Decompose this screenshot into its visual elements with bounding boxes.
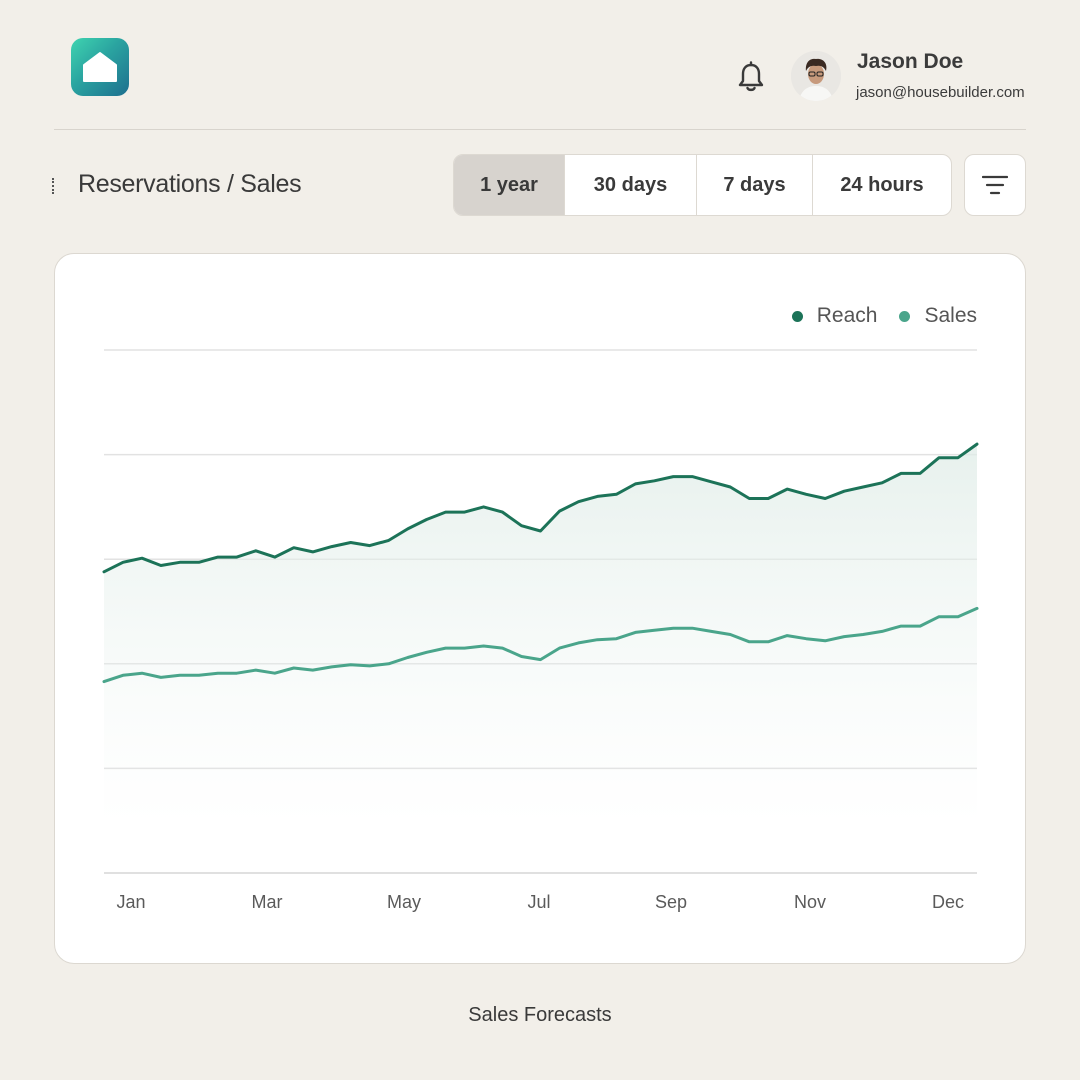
x-tick-label: Nov xyxy=(794,892,826,912)
time-range-tabs: 1 year 30 days 7 days 24 hours xyxy=(453,154,952,216)
chart-legend: Reach Sales xyxy=(791,304,977,328)
legend-dot-sales xyxy=(899,310,911,322)
legend-label-sales: Sales xyxy=(924,304,977,327)
avatar-portrait xyxy=(791,51,841,101)
bell-icon xyxy=(738,61,764,92)
notification-bell-button[interactable] xyxy=(735,60,767,94)
tab-1-year[interactable]: 1 year xyxy=(454,155,564,215)
page-title: Reservations / Sales xyxy=(78,170,302,198)
breadcrumb-marker xyxy=(52,178,55,194)
filter-icon xyxy=(982,175,1008,195)
reach-area-fill xyxy=(104,444,977,825)
user-avatar[interactable] xyxy=(791,51,841,101)
legend-item-sales[interactable]: Sales xyxy=(899,304,977,328)
series-line-reach[interactable] xyxy=(102,442,979,574)
x-tick-label: May xyxy=(387,892,421,912)
house-icon xyxy=(83,52,117,82)
line-chart: Jan Mar May Jul Sep Nov Dec xyxy=(102,349,979,912)
app-logo[interactable] xyxy=(71,38,129,96)
x-tick-label: Jul xyxy=(527,892,550,912)
chart-card: Reach Sales Jan Mar May Jul Sep Nov Dec xyxy=(54,253,1026,964)
x-tick-label: Dec xyxy=(932,892,964,912)
tab-30-days[interactable]: 30 days xyxy=(564,155,696,215)
legend-label-reach: Reach xyxy=(816,304,878,327)
header-divider xyxy=(54,129,1026,130)
tab-7-days[interactable]: 7 days xyxy=(696,155,812,215)
legend-dot-reach xyxy=(791,310,803,322)
x-tick-label: Mar xyxy=(252,892,283,912)
user-email: jason@housebuilder.com xyxy=(856,84,1025,101)
chart-caption: Sales Forecasts xyxy=(468,1004,612,1026)
tab-24-hours[interactable]: 24 hours xyxy=(812,155,951,215)
legend-item-reach[interactable]: Reach xyxy=(791,304,878,328)
x-tick-label: Sep xyxy=(655,892,687,912)
user-name: Jason Doe xyxy=(857,50,964,73)
filter-button[interactable] xyxy=(964,154,1026,216)
x-tick-label: Jan xyxy=(116,892,145,912)
series-line-sales[interactable] xyxy=(102,606,979,684)
